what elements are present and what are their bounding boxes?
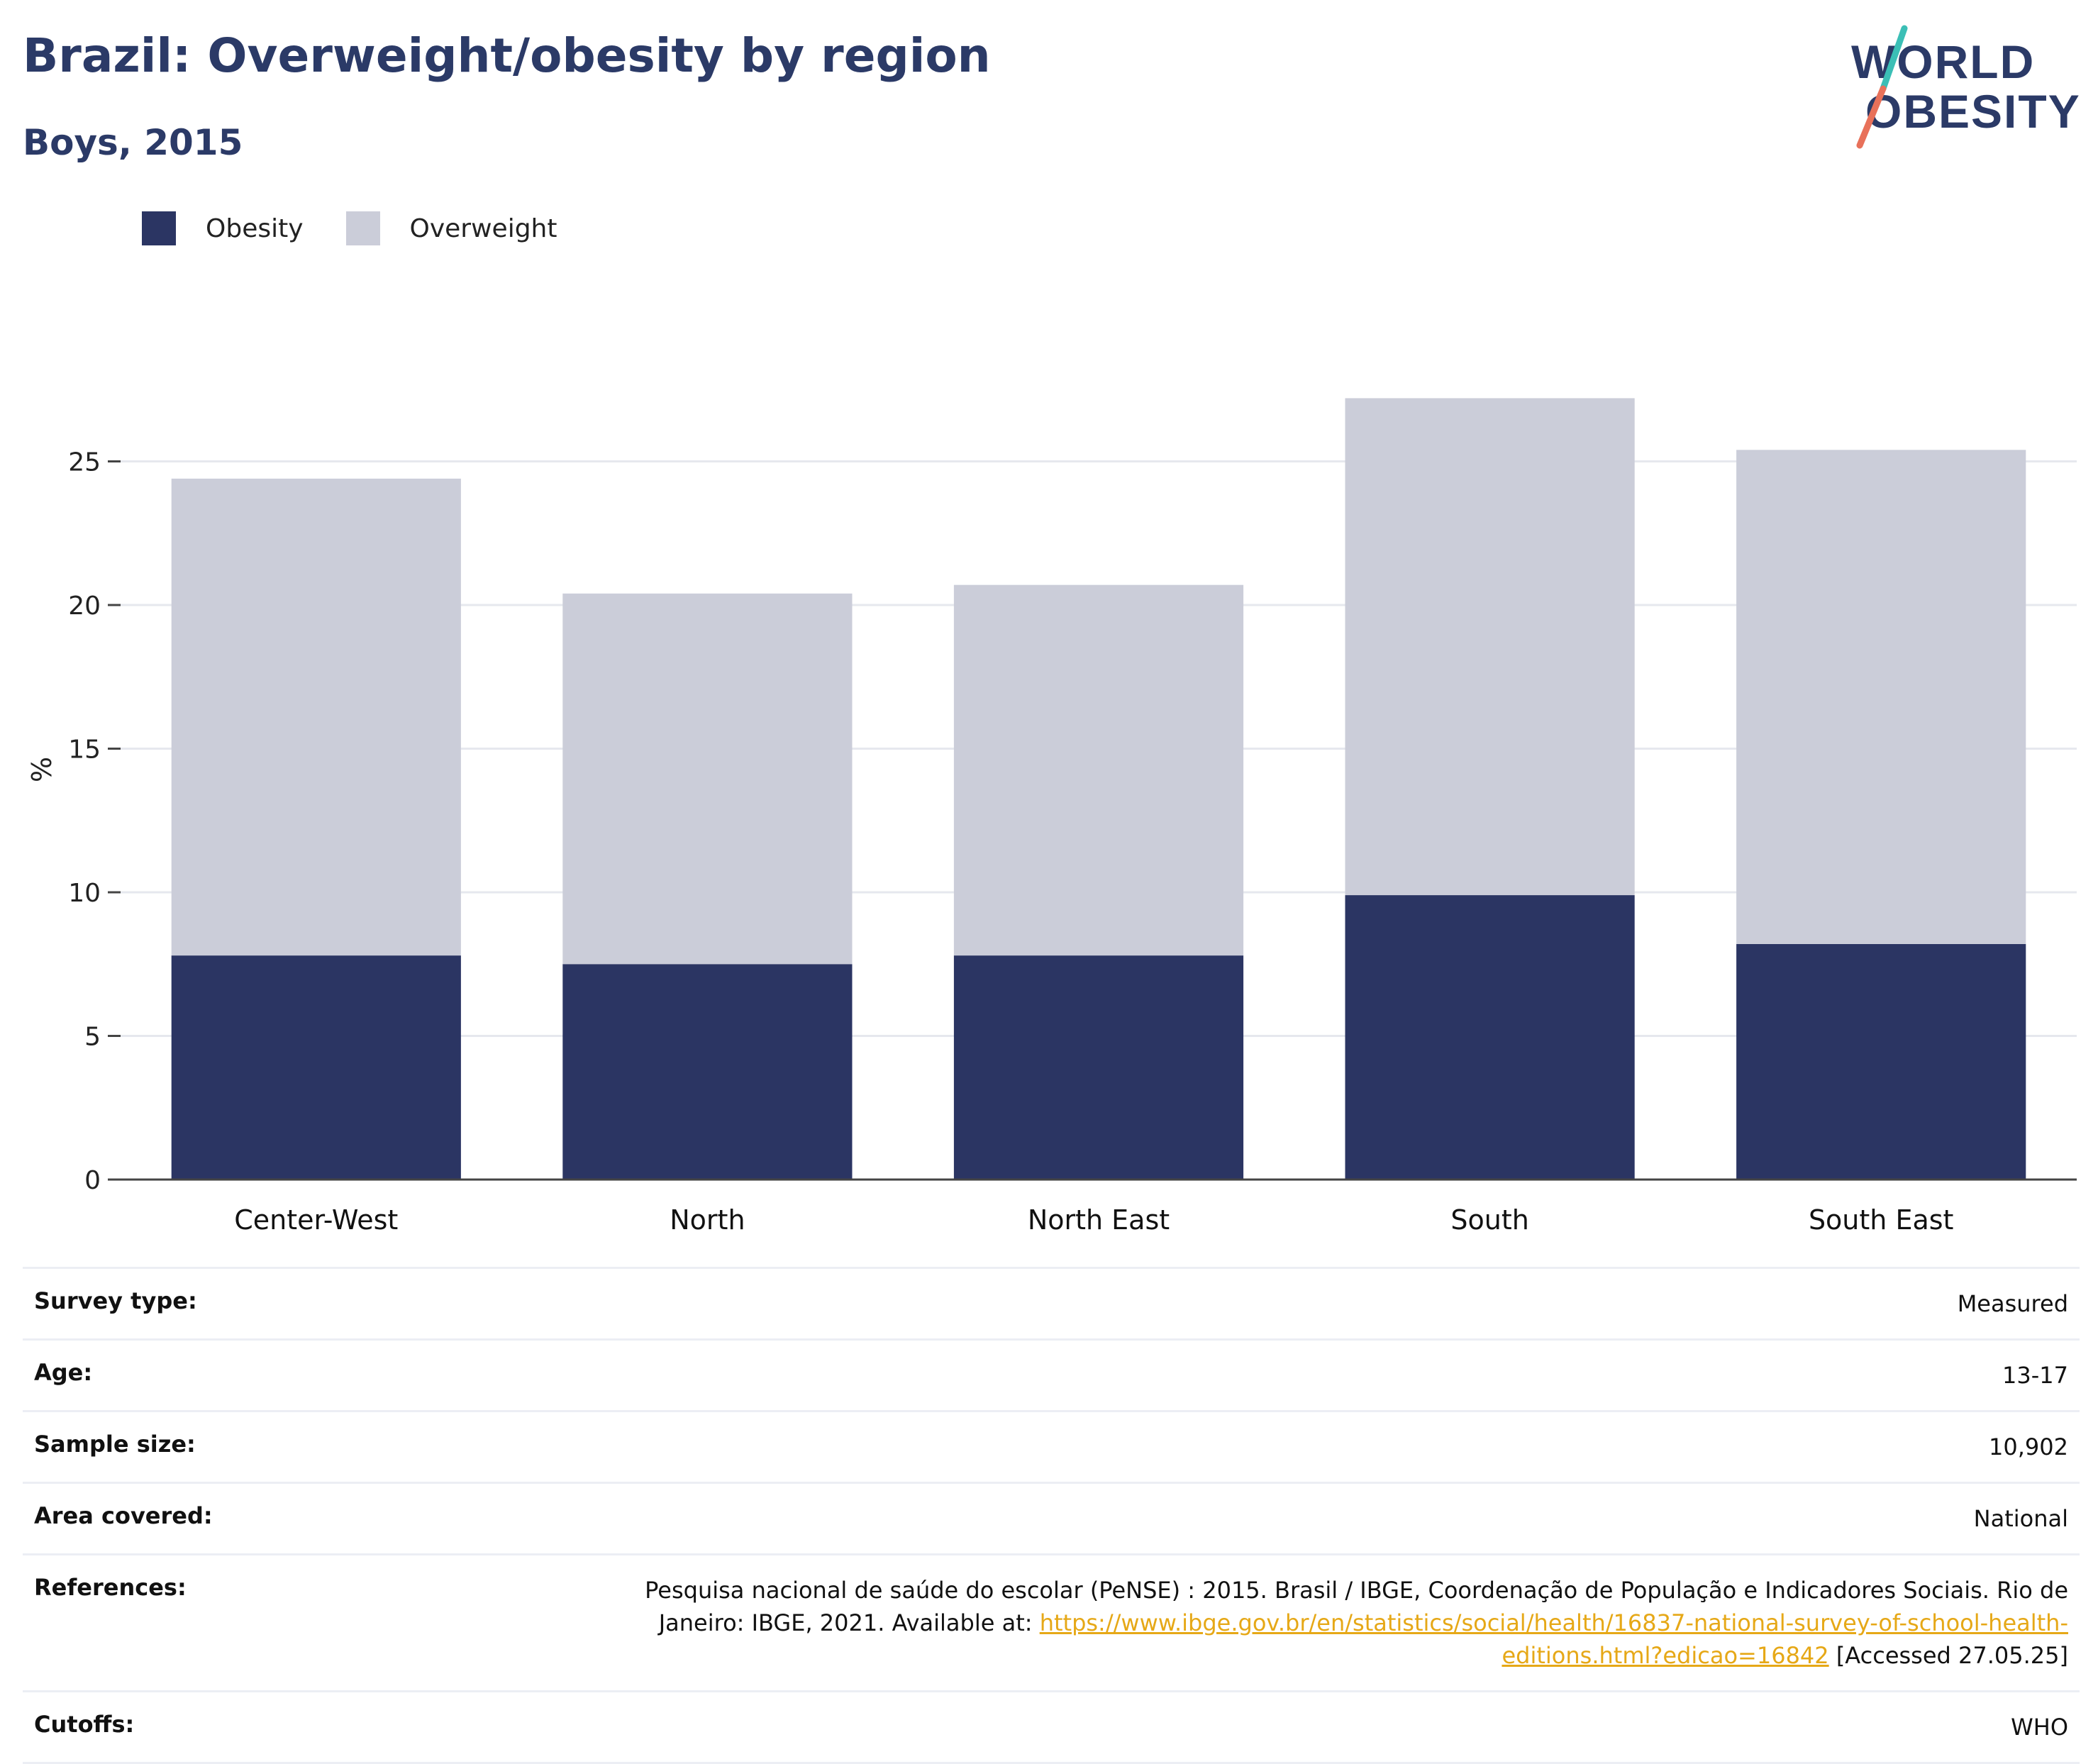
age-label: Age: [34, 1359, 93, 1386]
info-row-cutoffs: Cutoffs: WHO [23, 1690, 2080, 1764]
bar-obesity-north [562, 964, 853, 1180]
x-tick-label: Center-West [234, 1204, 398, 1236]
chart-title: Brazil: Overweight/obesity by region [23, 28, 991, 83]
legend-swatch-obesity [142, 211, 176, 245]
y-tick-label: 5 [84, 1023, 101, 1052]
legend-label-overweight: Overweight [409, 213, 557, 243]
sample-size-value: 10,902 [1989, 1433, 2068, 1460]
references-link[interactable]: https://www.ibge.gov.br/en/statistics/so… [1039, 1609, 2068, 1669]
y-tick-label: 15 [68, 736, 101, 765]
info-row-sample-size: Sample size: 10,902 [23, 1410, 2080, 1482]
legend-item-overweight[interactable]: Overweight [345, 211, 557, 245]
references-value: Pesquisa nacional de saúde do escolar (P… [579, 1574, 2068, 1672]
x-tick-label: North [670, 1204, 745, 1236]
svg-text:OBESITY: OBESITY [1865, 85, 2081, 138]
cutoffs-label: Cutoffs: [34, 1711, 135, 1738]
survey-type-label: Survey type: [34, 1287, 197, 1314]
bar-obesity-north-east [953, 955, 1244, 1180]
legend-label-obesity: Obesity [206, 213, 304, 243]
y-tick-label: 0 [84, 1166, 101, 1195]
age-value: 13-17 [2002, 1362, 2068, 1389]
survey-type-value: Measured [1957, 1290, 2068, 1317]
info-table: Survey type: Measured Age: 13-17 Sample … [23, 1267, 2080, 1764]
stacked-bar-chart: 0 5 10 15 20 25% Center-West North North East Sou… [26, 398, 2077, 1236]
bar-overweight-center-west [171, 478, 461, 956]
info-row-area-covered: Area covered: National [23, 1482, 2080, 1553]
cutoffs-value: WHO [2011, 1714, 2068, 1741]
bar-overweight-north-east [953, 584, 1244, 956]
y-tick-label: 10 [68, 879, 101, 908]
legend-item-obesity[interactable]: Obesity [142, 211, 304, 245]
y-axis-label: % [26, 757, 57, 782]
bar-overweight-north [562, 593, 853, 965]
area-covered-value: National [1973, 1505, 2068, 1532]
references-text: Pesquisa nacional de saúde do escolar (P… [645, 1577, 2068, 1636]
sample-size-label: Sample size: [34, 1431, 196, 1458]
bar-obesity-south-east [1736, 943, 2026, 1180]
area-covered-label: Area covered: [34, 1502, 213, 1529]
info-row-age: Age: 13-17 [23, 1338, 2080, 1410]
references-accessed: [Accessed 27.05.25] [1828, 1642, 2068, 1669]
y-tick-label: 25 [68, 448, 101, 477]
references-label: References: [34, 1574, 187, 1601]
world-obesity-logo: WORLD OBESITY [1851, 25, 2081, 149]
x-tick-label: North East [1028, 1204, 1170, 1236]
info-row-references: References: Pesquisa nacional de saúde d… [23, 1553, 2080, 1690]
x-tick-label: South East [1809, 1204, 1954, 1236]
bar-obesity-center-west [171, 955, 461, 1180]
bar-overweight-south-east [1736, 450, 2026, 944]
chart-legend: Obesity Overweight [142, 211, 599, 245]
chart-subtitle: Boys, 2015 [23, 122, 243, 163]
y-tick-label: 20 [68, 592, 101, 621]
x-tick-label: South [1450, 1204, 1528, 1236]
info-row-survey-type: Survey type: Measured [23, 1267, 2080, 1338]
bar-overweight-south [1345, 398, 1635, 896]
legend-swatch-overweight [345, 211, 380, 245]
bar-obesity-south [1345, 895, 1635, 1180]
svg-text:WORLD: WORLD [1851, 35, 2035, 88]
